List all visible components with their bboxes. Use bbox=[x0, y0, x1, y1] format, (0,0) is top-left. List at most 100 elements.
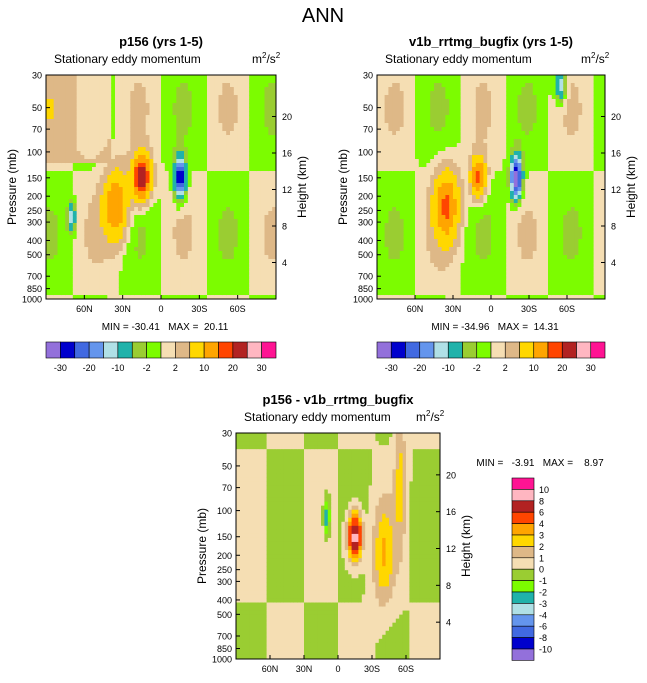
field-cell bbox=[392, 167, 397, 172]
field-cell bbox=[388, 151, 393, 156]
field-cell bbox=[134, 143, 139, 148]
field-cell bbox=[272, 75, 277, 80]
field-cell bbox=[415, 211, 420, 216]
field-cell bbox=[392, 187, 397, 192]
field-cell bbox=[260, 107, 265, 112]
field-cell bbox=[479, 287, 484, 292]
field-cell bbox=[195, 227, 200, 232]
field-cell bbox=[249, 211, 254, 216]
field-cell bbox=[157, 79, 162, 84]
field-cell bbox=[464, 207, 469, 212]
field-cell bbox=[230, 231, 235, 236]
field-cell bbox=[118, 219, 124, 224]
field-cell bbox=[99, 159, 104, 164]
field-cell bbox=[180, 255, 185, 260]
field-cell bbox=[210, 103, 216, 108]
field-cell bbox=[392, 155, 397, 160]
field-cell bbox=[191, 179, 196, 184]
field-cell bbox=[396, 131, 401, 136]
field-cell bbox=[468, 291, 473, 296]
field-cell bbox=[460, 231, 465, 236]
field-cell bbox=[195, 195, 200, 200]
field-cell bbox=[153, 295, 158, 300]
field-cell bbox=[122, 255, 127, 260]
field-cell bbox=[46, 135, 51, 140]
field-cell bbox=[441, 103, 446, 108]
field-cell bbox=[107, 159, 112, 164]
field-cell bbox=[441, 123, 446, 128]
field-cell bbox=[415, 79, 420, 84]
field-cell bbox=[249, 135, 254, 140]
field-cell bbox=[456, 215, 461, 220]
field-cell bbox=[130, 279, 135, 284]
field-cell bbox=[95, 111, 101, 116]
field-cell bbox=[172, 167, 177, 172]
field-cell bbox=[388, 183, 393, 188]
field-cell bbox=[161, 147, 166, 152]
field-cell bbox=[441, 111, 446, 116]
field-cell bbox=[203, 263, 208, 268]
field-cell bbox=[415, 251, 420, 256]
field-cell bbox=[437, 199, 442, 204]
field-cell bbox=[99, 95, 104, 100]
field-cell bbox=[479, 263, 484, 268]
field-cell bbox=[161, 199, 166, 204]
field-cell bbox=[126, 107, 131, 112]
field-cell bbox=[65, 195, 70, 200]
field-cell bbox=[272, 219, 277, 224]
field-cell bbox=[134, 295, 139, 300]
field-cell bbox=[210, 147, 216, 152]
field-cell bbox=[80, 115, 85, 120]
field-cell bbox=[138, 199, 143, 204]
field-cell bbox=[456, 259, 461, 264]
field-cell bbox=[377, 255, 382, 260]
field-cell bbox=[256, 207, 262, 212]
field-cell bbox=[384, 287, 389, 292]
field-cell bbox=[392, 259, 397, 264]
field-cell bbox=[172, 287, 177, 292]
field-cell bbox=[464, 87, 469, 92]
field-cell bbox=[210, 267, 216, 272]
field-cell bbox=[468, 187, 473, 192]
field-cell bbox=[80, 231, 85, 236]
field-cell bbox=[245, 127, 250, 132]
field-cell bbox=[426, 287, 431, 292]
field-cell bbox=[468, 103, 473, 108]
field-cell bbox=[149, 159, 154, 164]
field-cell bbox=[164, 79, 170, 84]
field-cell bbox=[388, 167, 393, 172]
field-cell bbox=[207, 95, 212, 100]
field-cell bbox=[268, 91, 273, 96]
field-cell bbox=[65, 103, 70, 108]
field-cell bbox=[99, 255, 104, 260]
field-cell bbox=[384, 155, 389, 160]
field-cell bbox=[230, 147, 235, 152]
field-cell bbox=[76, 195, 81, 200]
field-cell bbox=[418, 203, 423, 208]
field-cell bbox=[107, 131, 112, 136]
field-cell bbox=[233, 79, 239, 84]
field-cell bbox=[195, 167, 200, 172]
field-cell bbox=[172, 203, 177, 208]
field-cell bbox=[53, 271, 58, 276]
field-cell bbox=[237, 215, 242, 220]
field-cell bbox=[272, 143, 277, 148]
field-cell bbox=[456, 195, 461, 200]
field-cell bbox=[237, 131, 242, 136]
field-cell bbox=[172, 139, 177, 144]
field-cell bbox=[138, 91, 143, 96]
field-cell bbox=[272, 79, 277, 84]
field-cell bbox=[253, 107, 258, 112]
field-cell bbox=[441, 151, 446, 156]
field-cell bbox=[472, 187, 477, 192]
field-cell bbox=[388, 283, 393, 288]
field-cell bbox=[84, 167, 89, 172]
field-cell bbox=[226, 155, 231, 160]
field-cell bbox=[479, 115, 484, 120]
field-cell bbox=[157, 87, 162, 92]
field-cell bbox=[164, 99, 170, 104]
field-cell bbox=[164, 167, 170, 172]
field-cell bbox=[184, 251, 189, 256]
field-cell bbox=[407, 287, 412, 292]
field-cell bbox=[138, 135, 143, 140]
